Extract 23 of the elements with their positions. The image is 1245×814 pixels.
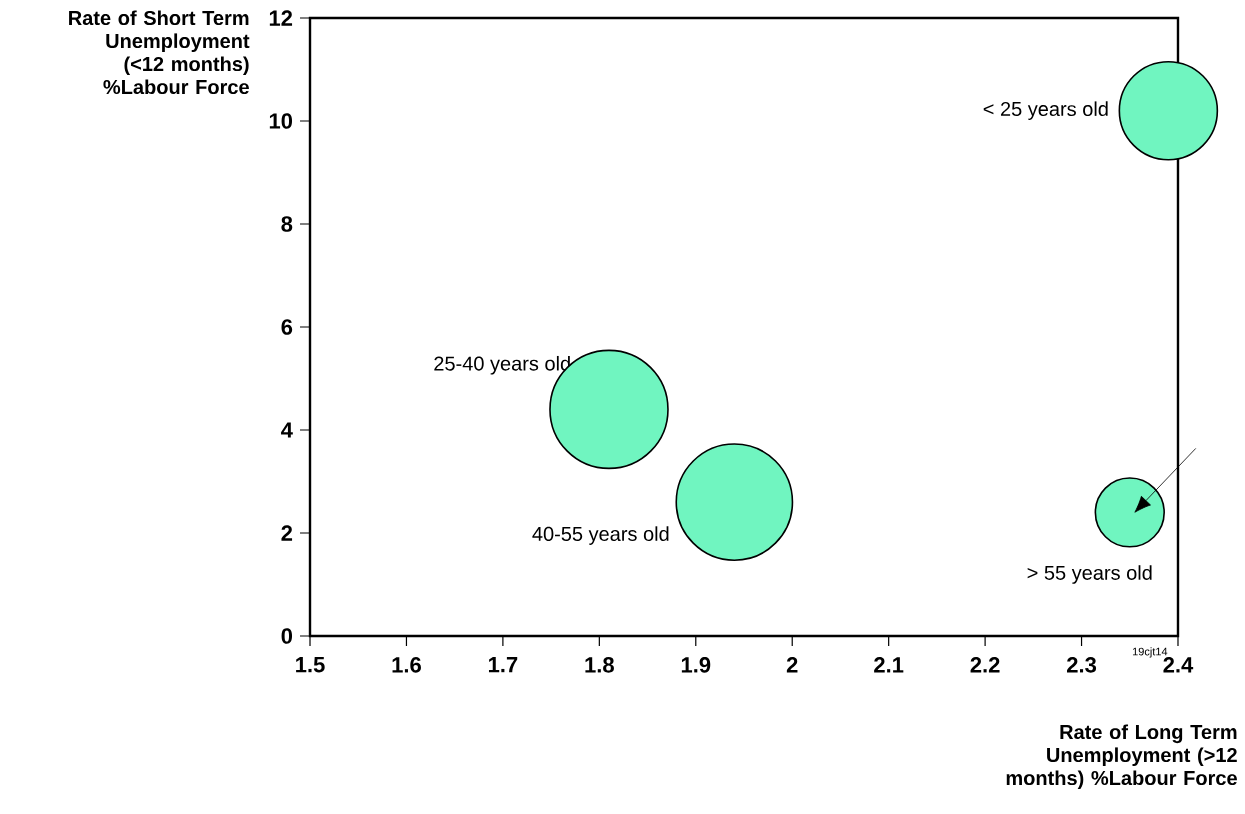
x-tick-label: 1.5 <box>296 657 325 673</box>
x-tick-label: 1.9 <box>681 657 711 673</box>
x-tick-label: 2.3 <box>1067 657 1097 673</box>
x-tick-label: 1.6 <box>392 657 421 673</box>
x-tick-label: 2 <box>786 657 798 673</box>
y-tick-label: 10 <box>269 113 293 129</box>
text: 19cjt14 <box>1132 647 1168 658</box>
y-tick-label: 4 <box>281 422 293 438</box>
y-tick-label: 12 <box>269 10 293 26</box>
y-tick-label: 6 <box>281 319 293 335</box>
x-tick-label: 1.8 <box>585 657 614 673</box>
x-axis-title: Rate of Long Term Unemployment (>12 months) %Labour Force <box>1006 724 1237 790</box>
x-tick-label: 2.4 <box>1163 657 1194 673</box>
y-tick-label: 8 <box>281 216 293 232</box>
y-tick-label: 2 <box>281 525 293 541</box>
annotation: < 25 years old <box>983 101 1108 121</box>
x-tick-label: 2.1 <box>874 657 904 673</box>
x-tick-label: 2.2 <box>970 657 1000 673</box>
y-tick-label: 0 <box>281 628 293 644</box>
x-tick-label: 1.7 <box>488 657 518 673</box>
annotation: 40-55 years old <box>532 526 669 545</box>
annotation: > 55 years old <box>1027 565 1152 584</box>
y-axis-title: Rate of Short Term Unemployment (<12 months) %Labour Force <box>69 10 250 95</box>
